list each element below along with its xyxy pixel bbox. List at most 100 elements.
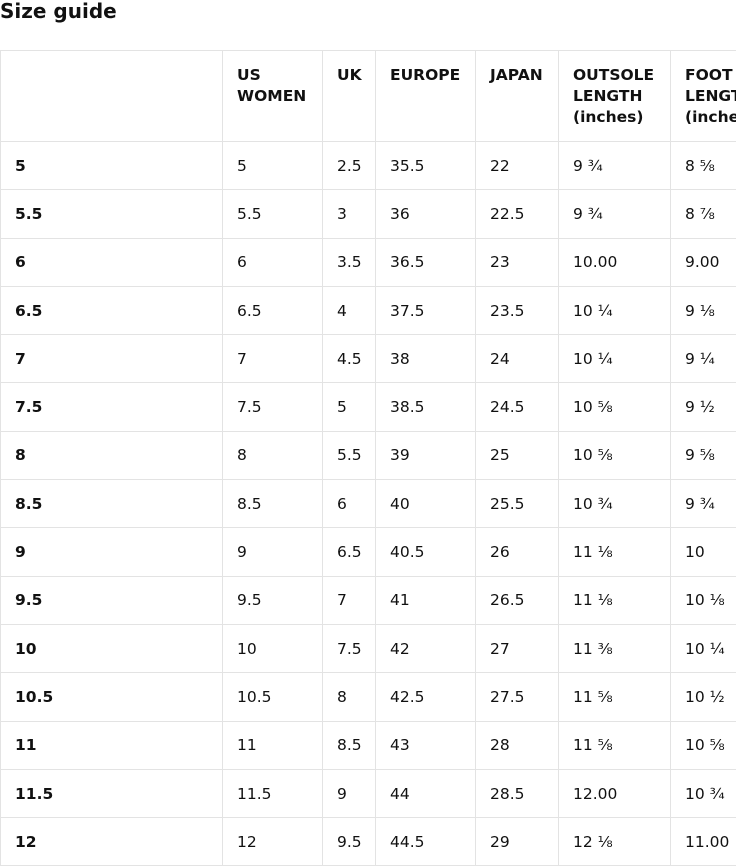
cell: 9 ¾ (558, 140, 671, 191)
cell: 23.5 (475, 285, 559, 336)
table-row: 6 6 3.5 36.5 23 10.00 9.00 (0, 237, 736, 287)
cell: 10 (222, 623, 323, 674)
cell: 10 ½ (670, 672, 736, 722)
cell: 5.5 (322, 430, 376, 481)
table-row: 12 12 9.5 44.5 29 12 ⅛ 11.00 (0, 817, 736, 867)
row-label: 5.5 (0, 189, 223, 239)
table-row: 11.5 11.5 9 44 28.5 12.00 10 ¾ (0, 768, 736, 819)
cell: 11 ⅜ (558, 623, 671, 674)
cell: 9 ¾ (558, 189, 671, 239)
cell: 9.5 (222, 575, 323, 625)
cell: 9.00 (670, 237, 736, 287)
cell: 10 ¼ (670, 623, 736, 674)
header-cell: FOOT LENGTH (inches) (670, 50, 736, 142)
header-row: US WOMEN UK EUROPE JAPAN OUTSOLE LENGTH (inc… (0, 50, 736, 142)
header-cell: OUTSOLE LENGTH (inches) (558, 50, 671, 142)
header-cell: EUROPE (375, 50, 476, 142)
cell: 37.5 (375, 285, 476, 336)
cell: 11.00 (670, 817, 736, 867)
cell: 26.5 (475, 575, 559, 625)
cell: 22.5 (475, 189, 559, 239)
cell: 9 (222, 527, 323, 577)
cell: 6.5 (322, 527, 376, 577)
row-label: 10 (0, 623, 223, 674)
cell: 10.5 (222, 672, 323, 722)
cell: 23 (475, 237, 559, 287)
cell: 36.5 (375, 237, 476, 287)
cell: 11 (222, 720, 323, 770)
cell: 40.5 (375, 527, 476, 577)
cell: 4 (322, 285, 376, 336)
cell: 43 (375, 720, 476, 770)
cell: 11 ⅛ (558, 575, 671, 625)
cell: 8 (222, 430, 323, 481)
row-label: 11.5 (0, 768, 223, 819)
header-cell (0, 50, 223, 142)
cell: 9 (322, 768, 376, 819)
cell: 27 (475, 623, 559, 674)
cell: 26 (475, 527, 559, 577)
cell: 7.5 (222, 382, 323, 432)
cell: 12 ⅛ (558, 817, 671, 867)
row-label: 7 (0, 334, 223, 384)
cell: 7 (322, 575, 376, 625)
header-cell: JAPAN (475, 50, 559, 142)
cell: 7.5 (322, 623, 376, 674)
row-label: 6.5 (0, 285, 223, 336)
cell: 9 ¼ (670, 334, 736, 384)
row-label: 9.5 (0, 575, 223, 625)
table-row: 10.5 10.5 8 42.5 27.5 11 ⅝ 10 ½ (0, 672, 736, 722)
cell: 36 (375, 189, 476, 239)
table-row: 11 11 8.5 43 28 11 ⅝ 10 ⅝ (0, 720, 736, 770)
cell: 10 ⅝ (558, 382, 671, 432)
cell: 10 (670, 527, 736, 577)
cell: 9.5 (322, 817, 376, 867)
cell: 8 ⅝ (670, 140, 736, 191)
cell: 44 (375, 768, 476, 819)
row-label: 7.5 (0, 382, 223, 432)
table-container: US WOMEN UK EUROPE JAPAN OUTSOLE LENGTH (inc… (0, 50, 736, 867)
cell: 3.5 (322, 237, 376, 287)
row-label: 10.5 (0, 672, 223, 722)
cell: 10 ¼ (558, 334, 671, 384)
cell: 11.5 (222, 768, 323, 819)
cell: 28.5 (475, 768, 559, 819)
cell: 12 (222, 817, 323, 867)
cell: 12.00 (558, 768, 671, 819)
cell: 10 ¾ (670, 768, 736, 819)
cell: 5 (322, 382, 376, 432)
cell: 7 (222, 334, 323, 384)
cell: 24.5 (475, 382, 559, 432)
table-row: 9.5 9.5 7 41 26.5 11 ⅛ 10 ⅛ (0, 575, 736, 625)
cell: 10 ¾ (558, 479, 671, 529)
cell: 41 (375, 575, 476, 625)
cell: 10 ¼ (558, 285, 671, 336)
row-label: 5 (0, 140, 223, 191)
row-label: 8.5 (0, 479, 223, 529)
cell: 5 (222, 140, 323, 191)
cell: 22 (475, 140, 559, 191)
cell: 3 (322, 189, 376, 239)
cell: 27.5 (475, 672, 559, 722)
cell: 44.5 (375, 817, 476, 867)
cell: 40 (375, 479, 476, 529)
cell: 42 (375, 623, 476, 674)
cell: 25.5 (475, 479, 559, 529)
cell: 24 (475, 334, 559, 384)
row-label: 11 (0, 720, 223, 770)
row-label: 8 (0, 430, 223, 481)
cell: 8.5 (222, 479, 323, 529)
header-cell: UK (322, 50, 376, 142)
cell: 38 (375, 334, 476, 384)
row-label: 12 (0, 817, 223, 867)
cell: 39 (375, 430, 476, 481)
cell: 9 ⅛ (670, 285, 736, 336)
cell: 8 (322, 672, 376, 722)
cell: 10.00 (558, 237, 671, 287)
